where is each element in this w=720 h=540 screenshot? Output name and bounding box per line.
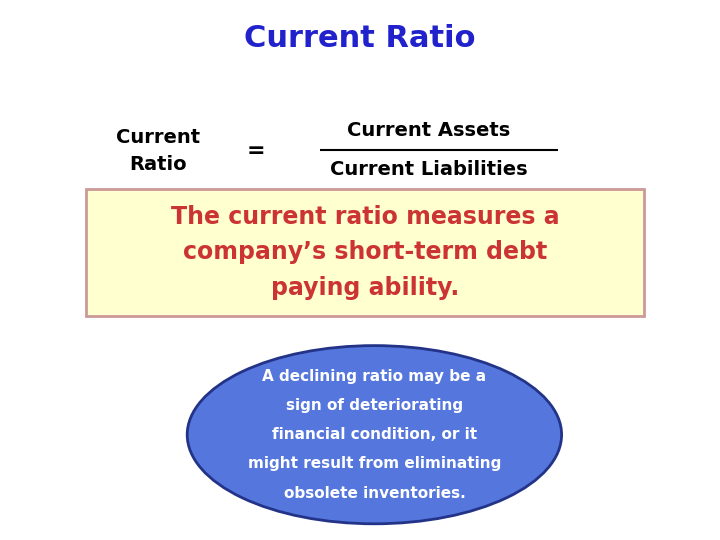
Text: financial condition, or it: financial condition, or it [272,427,477,442]
FancyBboxPatch shape [86,189,644,316]
Text: Current: Current [117,128,200,147]
Text: company’s short-term debt: company’s short-term debt [184,240,547,265]
Text: Current Ratio: Current Ratio [244,24,476,53]
Text: might result from eliminating: might result from eliminating [248,456,501,471]
Text: Current Liabilities: Current Liabilities [330,160,527,179]
Text: =: = [246,141,265,161]
Text: The current ratio measures a: The current ratio measures a [171,205,559,229]
Text: Ratio: Ratio [130,155,187,174]
Text: paying ability.: paying ability. [271,276,459,300]
Text: sign of deteriorating: sign of deteriorating [286,398,463,413]
Ellipse shape [187,346,562,524]
Text: A declining ratio may be a: A declining ratio may be a [262,369,487,384]
Text: obsolete inventories.: obsolete inventories. [284,485,465,501]
Text: Current Assets: Current Assets [347,121,510,140]
